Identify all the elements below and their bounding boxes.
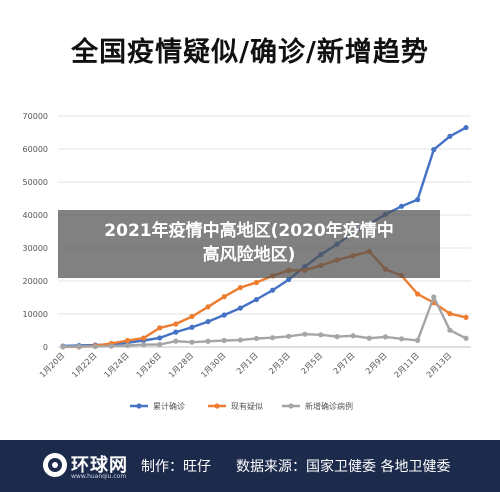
data-point bbox=[463, 335, 469, 341]
line-chart: 0 10000 20000 30000 40000 50000 60000 70000 1月2… bbox=[23, 112, 471, 411]
data-point bbox=[286, 276, 292, 283]
data-point bbox=[269, 287, 276, 293]
x-tick-label: 1月24日 bbox=[102, 351, 130, 379]
data-point bbox=[415, 197, 421, 203]
data-point bbox=[398, 203, 405, 209]
data-point bbox=[431, 294, 437, 300]
legend-label: 新增确诊病例 bbox=[305, 401, 353, 411]
data-point bbox=[221, 337, 227, 344]
legend-marker bbox=[136, 403, 142, 409]
data-point bbox=[269, 335, 276, 341]
logo-text: 环球网 bbox=[71, 455, 128, 476]
caption-overlay: 2021年疫情中高地区(2020年疫情中 高风险地区) bbox=[58, 210, 440, 278]
x-tick-label: 2月11日 bbox=[393, 351, 421, 379]
data-point bbox=[157, 341, 163, 348]
x-tick-label: 2月5日 bbox=[299, 351, 324, 376]
data-point bbox=[205, 318, 211, 325]
data-point bbox=[189, 324, 195, 330]
data-point bbox=[189, 313, 195, 320]
chart-title: 全国疫情疑似/确诊/新增趋势 bbox=[71, 37, 429, 68]
x-tick-label: 1月30日 bbox=[199, 351, 227, 379]
data-point bbox=[205, 338, 211, 344]
x-axis-ticks: 1月20日 1月22日 1月24日 1月26日 1月28日 1月30日 2月1日 2月3日 2月… bbox=[38, 351, 453, 379]
y-tick-label: 20000 bbox=[23, 277, 48, 286]
x-tick-label: 1月20日 bbox=[38, 351, 66, 379]
footer-bar: 环球网 www.huanqiu.com 制作：旺仔 数据来源：国家卫健委 各地卫… bbox=[0, 440, 500, 492]
data-point bbox=[415, 337, 421, 343]
data-point bbox=[173, 329, 179, 335]
data-point bbox=[431, 147, 437, 153]
data-point bbox=[157, 335, 163, 341]
legend-label: 累计确诊 bbox=[153, 401, 185, 411]
x-tick-label: 1月22日 bbox=[70, 351, 98, 379]
data-point bbox=[141, 342, 147, 348]
x-tick-label: 2月13日 bbox=[425, 351, 453, 379]
y-tick-label: 70000 bbox=[23, 112, 48, 121]
y-tick-label: 0 bbox=[43, 343, 48, 352]
data-point bbox=[173, 321, 179, 327]
legend-marker bbox=[288, 403, 294, 409]
data-point bbox=[447, 311, 453, 317]
series-line bbox=[62, 126, 467, 348]
x-tick-label: 2月1日 bbox=[235, 351, 260, 376]
data-point bbox=[447, 327, 453, 333]
data-point bbox=[447, 133, 453, 139]
data-point bbox=[237, 305, 243, 311]
x-tick-label: 1月28日 bbox=[167, 351, 195, 379]
data-point bbox=[398, 336, 405, 342]
x-tick-label: 2月9日 bbox=[364, 351, 389, 376]
data-point bbox=[221, 312, 227, 318]
data-point bbox=[253, 335, 260, 342]
data-point bbox=[253, 279, 260, 286]
logo-url: www.huanqiu.com bbox=[71, 473, 127, 480]
data-point bbox=[237, 337, 243, 343]
data-point bbox=[108, 343, 114, 349]
y-axis-ticks: 0 10000 20000 30000 40000 50000 60000 70000 bbox=[23, 112, 48, 352]
data-point bbox=[237, 285, 243, 291]
caption-line-2: 高风险地区) bbox=[202, 245, 296, 265]
data-point bbox=[463, 124, 469, 131]
x-tick-label: 2月3日 bbox=[267, 351, 292, 376]
data-point bbox=[189, 339, 195, 345]
data-point bbox=[157, 325, 163, 331]
data-point bbox=[382, 334, 388, 340]
data-point bbox=[334, 334, 340, 340]
data-point bbox=[366, 335, 372, 341]
y-tick-label: 10000 bbox=[23, 310, 48, 319]
data-point bbox=[173, 338, 179, 344]
x-tick-label: 2月7日 bbox=[332, 351, 357, 376]
y-tick-label: 50000 bbox=[23, 178, 48, 187]
data-point bbox=[318, 332, 324, 338]
y-tick-label: 30000 bbox=[23, 244, 48, 253]
data-point bbox=[124, 342, 131, 349]
data-point bbox=[286, 333, 292, 339]
data-point bbox=[124, 337, 131, 344]
data-point bbox=[205, 304, 211, 310]
data-point bbox=[253, 296, 260, 303]
data-point bbox=[221, 294, 227, 300]
data-point bbox=[76, 343, 82, 350]
series-line bbox=[62, 295, 467, 348]
data-point bbox=[415, 291, 421, 297]
producer-credit: 制作：旺仔 bbox=[141, 459, 211, 475]
legend-marker bbox=[214, 403, 220, 409]
data-source: 数据来源：国家卫健委 各地卫健委 bbox=[236, 459, 451, 475]
caption-line-1: 2021年疫情中高地区(2020年疫情中 bbox=[104, 221, 394, 241]
data-point bbox=[463, 314, 469, 321]
legend: 累计确诊 现有疑似 新增确诊病例 bbox=[130, 401, 353, 411]
x-tick-label: 1月26日 bbox=[135, 351, 163, 379]
legend-label: 现有疑似 bbox=[231, 401, 263, 411]
y-tick-label: 60000 bbox=[23, 145, 48, 154]
data-point bbox=[60, 344, 66, 350]
data-point bbox=[350, 333, 356, 339]
data-point bbox=[141, 335, 147, 341]
data-point bbox=[302, 331, 308, 337]
y-tick-label: 40000 bbox=[23, 211, 48, 220]
data-point bbox=[92, 343, 98, 350]
globe-logo-icon bbox=[43, 453, 67, 477]
